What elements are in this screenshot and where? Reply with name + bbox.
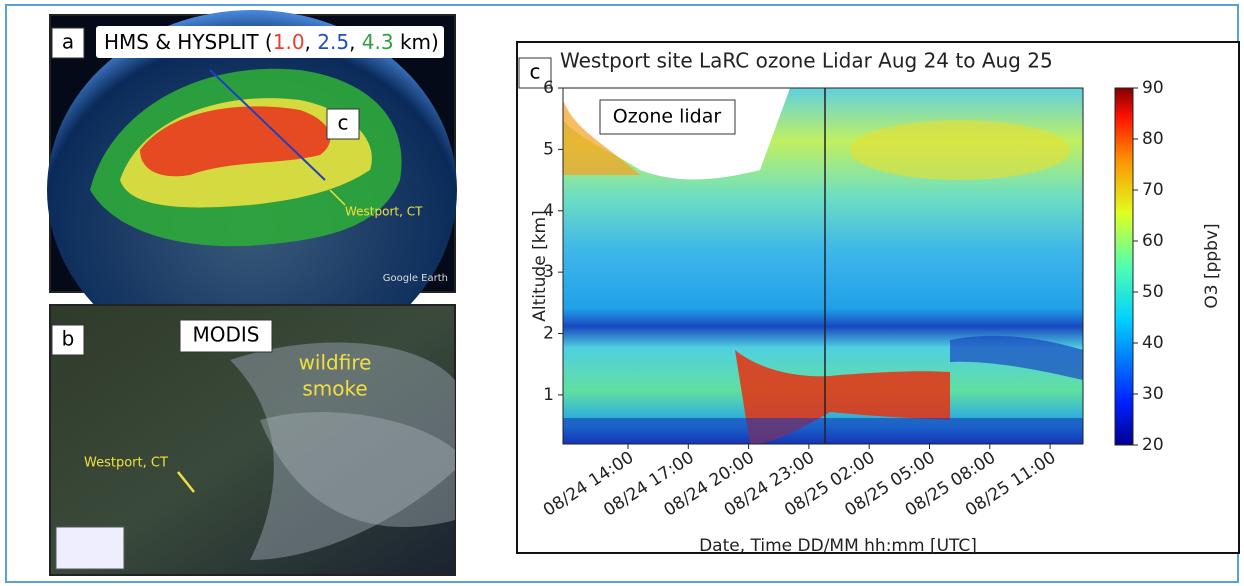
smoke-1km	[140, 106, 331, 177]
plot-frame	[562, 87, 1084, 445]
smoke-plume	[230, 342, 455, 560]
chart-title: Westport site LaRC ozone Lidar Aug 24 to…	[560, 49, 1053, 73]
smoke-label: smoke	[302, 377, 367, 401]
panel-c: c Westport site LaRC ozone Lidar Aug 24 …	[516, 41, 1240, 556]
title-part: 1.0	[273, 30, 305, 54]
y-tick-label: 5	[543, 139, 554, 159]
title-part: 2.5	[317, 30, 349, 54]
heatmap-feature	[563, 418, 1083, 444]
heatmap-feature	[850, 120, 1070, 180]
place-label: Westport, CT	[84, 456, 168, 471]
panel-a: a HMS & HYSPLIT (1.0, 2.5, 4.3 km) c Wes…	[47, 10, 457, 370]
colorbar-tick-label: 70	[1142, 180, 1164, 200]
title-part: km)	[394, 30, 439, 54]
smoke-plume	[260, 411, 455, 527]
colorbar-label: O3 [ppbv]	[1202, 223, 1222, 308]
marker-box	[326, 108, 360, 140]
y-tick-label: 4	[543, 201, 554, 221]
smoke-label: wildfire	[299, 351, 372, 375]
y-tick-label: 2	[543, 324, 554, 344]
annotation: Ozone lidar	[613, 106, 722, 128]
panel-title: MODIS	[193, 323, 260, 347]
panel-label: b	[62, 327, 75, 351]
title-box	[96, 26, 444, 58]
title-part: 4.3	[362, 30, 394, 54]
title-part: HMS & HYSPLIT (	[104, 30, 273, 54]
panel-label-box	[518, 57, 552, 89]
y-tick-label: 1	[543, 385, 554, 405]
pointer	[177, 471, 195, 493]
colorbar-tick-label: 80	[1142, 129, 1164, 149]
trajectory	[209, 69, 326, 181]
heatmap-feature	[950, 335, 1083, 380]
panel-title: HMS & HYSPLIT (1.0, 2.5, 4.3 km)	[104, 30, 439, 54]
x-axis-label: Date, Time DD/MM hh:mm [UTC]	[699, 536, 977, 556]
colorbar-tick-label: 40	[1142, 333, 1164, 353]
title-part: ,	[349, 30, 362, 54]
panel-label: a	[62, 30, 74, 54]
colorbar-tick-label: 60	[1142, 231, 1164, 251]
inset	[55, 526, 125, 570]
y-tick-label: 3	[543, 262, 554, 282]
panel-label-box	[51, 324, 85, 356]
panel-b: b MODIS wildfire smoke Westport, CT	[49, 304, 456, 576]
colorbar-tick-label: 90	[1142, 78, 1164, 98]
pointer	[329, 189, 346, 206]
colorbar-tick-label: 20	[1142, 435, 1164, 455]
title-part: ,	[305, 30, 318, 54]
y-tick-label: 6	[543, 78, 554, 98]
colorbar	[1114, 87, 1134, 446]
colorbar-tick-label: 30	[1142, 384, 1164, 404]
heatmap-feature	[563, 100, 640, 175]
marker-label: c	[338, 111, 349, 135]
place-label: Westport, CT	[345, 205, 423, 219]
panel-label: c	[530, 60, 541, 84]
credit: Google Earth	[383, 273, 448, 284]
panel-label-box	[51, 27, 85, 59]
title-box	[179, 319, 273, 353]
annotation-box	[599, 99, 736, 135]
colorbar-tick-label: 50	[1142, 282, 1164, 302]
y-axis-label: Altitude [km]	[530, 210, 550, 322]
